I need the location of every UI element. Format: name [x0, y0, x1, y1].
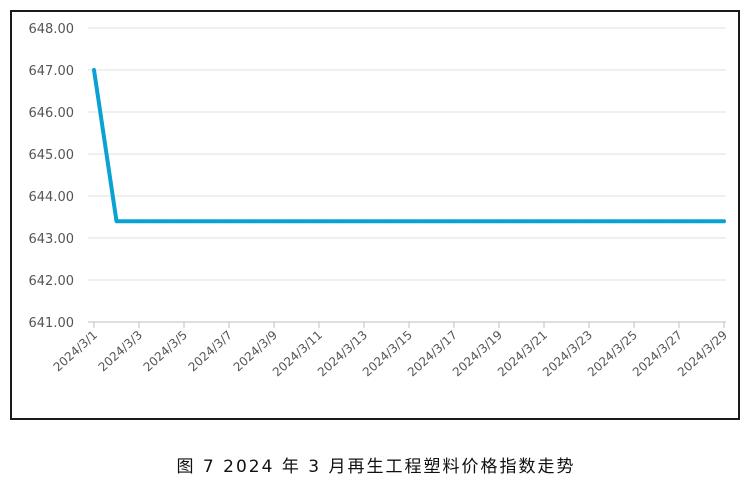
data-point — [519, 219, 524, 223]
chart-frame: 641.00 642.00 643.00 644.00 645.00 646.00 647.… — [10, 10, 740, 420]
data-point — [92, 68, 96, 72]
figure-caption: 图 7 2024 年 3 月再生工程塑料价格指数走势 — [176, 457, 576, 477]
data-point — [272, 219, 276, 223]
y-axis-tick-labels: 641.00 642.00 643.00 644.00 645.00 646.00 647.… — [29, 22, 75, 331]
x-tick-label: 2024/3/7 — [186, 328, 235, 374]
data-point — [294, 219, 299, 223]
data-point — [249, 219, 254, 223]
y-tick-label: 648.00 — [29, 22, 75, 37]
y-tick-label: 643.00 — [29, 232, 75, 247]
data-point — [114, 219, 119, 223]
x-tick-label: 2024/3/3 — [96, 328, 145, 374]
y-tick-label: 642.00 — [29, 274, 75, 289]
data-point — [339, 219, 344, 223]
price-index-line — [92, 68, 726, 224]
data-point — [564, 219, 569, 223]
data-point — [609, 219, 614, 223]
x-tick-label: 2024/3/29 — [675, 328, 730, 380]
data-point — [384, 219, 389, 223]
line-chart: 641.00 642.00 643.00 644.00 645.00 646.00 647.… — [29, 22, 731, 380]
data-point — [542, 219, 546, 223]
data-point — [159, 219, 164, 223]
data-point — [317, 219, 321, 223]
y-tick-label: 644.00 — [29, 190, 75, 205]
data-point — [407, 219, 411, 223]
data-point — [429, 219, 434, 223]
data-point — [587, 219, 591, 223]
data-point — [497, 219, 501, 223]
x-axis-tick-labels: 2024/3/12024/3/32024/3/52024/3/72024/3/9… — [51, 328, 730, 380]
gridlines — [88, 27, 726, 281]
data-point — [227, 219, 231, 223]
data-point — [677, 219, 681, 223]
y-tick-label: 645.00 — [29, 148, 75, 163]
y-tick-label: 641.00 — [29, 316, 75, 331]
data-point — [654, 219, 659, 223]
data-point — [699, 219, 704, 223]
y-tick-label: 646.00 — [29, 106, 75, 121]
data-point — [137, 219, 141, 223]
data-point — [722, 219, 726, 223]
series-layer — [92, 68, 726, 224]
data-point — [204, 219, 209, 223]
data-point — [632, 219, 636, 223]
x-axis — [88, 321, 726, 328]
data-point — [452, 219, 456, 223]
data-point — [474, 219, 479, 223]
y-tick-label: 647.00 — [29, 64, 75, 79]
data-point — [362, 219, 366, 223]
data-point — [182, 219, 186, 223]
x-tick-label: 2024/3/5 — [141, 328, 190, 374]
x-tick-label: 2024/3/1 — [51, 328, 100, 374]
